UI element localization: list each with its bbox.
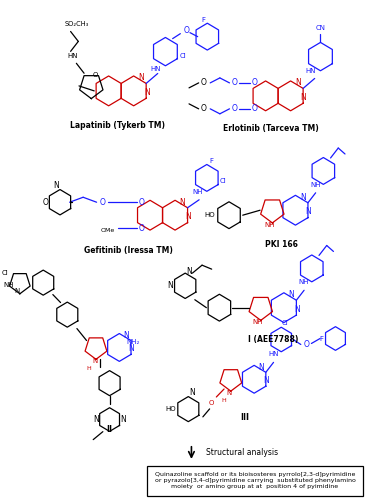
Text: II: II xyxy=(106,424,113,434)
Text: O: O xyxy=(93,72,98,78)
Text: N: N xyxy=(294,304,300,314)
Text: N: N xyxy=(300,192,305,202)
Text: Gefitinib (Iressa TM): Gefitinib (Iressa TM) xyxy=(85,246,173,254)
Text: Erlotinib (Tarceva TM): Erlotinib (Tarceva TM) xyxy=(224,124,319,133)
Text: N: N xyxy=(128,344,134,354)
Text: Structural analysis: Structural analysis xyxy=(207,448,279,458)
Text: NH: NH xyxy=(253,320,263,326)
Text: O: O xyxy=(252,78,257,88)
Text: NH: NH xyxy=(264,222,275,228)
Text: O: O xyxy=(304,340,310,349)
Text: O: O xyxy=(200,78,207,88)
Text: N: N xyxy=(53,181,58,190)
Text: N: N xyxy=(186,266,193,276)
Text: Lapatinib (Tykerb TM): Lapatinib (Tykerb TM) xyxy=(70,121,165,130)
Text: O: O xyxy=(252,104,257,114)
Text: Cl: Cl xyxy=(220,178,227,184)
Text: I (AEE7788): I (AEE7788) xyxy=(248,335,299,344)
Text: HO: HO xyxy=(204,212,215,218)
Text: CN: CN xyxy=(315,26,326,32)
Text: N: N xyxy=(93,415,99,424)
Text: N: N xyxy=(295,78,301,88)
Text: NH: NH xyxy=(4,282,14,288)
Text: N: N xyxy=(185,212,191,221)
Text: N: N xyxy=(258,362,264,372)
Text: F: F xyxy=(319,336,323,342)
Text: O: O xyxy=(99,198,105,206)
Text: N: N xyxy=(179,198,185,206)
Text: N: N xyxy=(92,358,97,364)
Text: O: O xyxy=(138,198,144,206)
Text: NH: NH xyxy=(192,189,202,195)
Text: Cl: Cl xyxy=(180,52,186,59)
Text: HN: HN xyxy=(305,68,316,74)
Text: N: N xyxy=(301,93,307,102)
Text: N: N xyxy=(263,376,269,385)
Text: N: N xyxy=(138,74,144,82)
Text: HN: HN xyxy=(268,352,279,358)
Text: O: O xyxy=(200,104,207,114)
Text: III: III xyxy=(240,412,249,422)
Text: Quinazoline scaffold or its bioisosteres pyrrolo[2,3-d]pyrimidine
or pyrazolo[3,: Quinazoline scaffold or its bioisosteres… xyxy=(155,472,356,489)
Text: HN: HN xyxy=(150,66,161,71)
Text: N: N xyxy=(123,331,129,340)
Text: Cl: Cl xyxy=(282,320,289,326)
Text: NH: NH xyxy=(310,182,321,188)
Text: N: N xyxy=(144,88,150,97)
Text: O: O xyxy=(183,26,189,35)
Text: N: N xyxy=(227,390,232,396)
Text: O: O xyxy=(231,78,237,88)
Text: H: H xyxy=(222,398,226,402)
Text: O: O xyxy=(138,224,144,232)
Text: PKI 166: PKI 166 xyxy=(265,240,298,248)
Text: HN: HN xyxy=(67,54,78,60)
Text: N: N xyxy=(120,415,126,424)
Text: N: N xyxy=(167,282,173,290)
FancyBboxPatch shape xyxy=(147,466,363,496)
Text: SO₂CH₃: SO₂CH₃ xyxy=(64,20,89,26)
Text: NH₂: NH₂ xyxy=(126,339,139,345)
Text: O: O xyxy=(43,198,49,206)
Text: NH: NH xyxy=(299,280,309,285)
Text: N: N xyxy=(288,290,294,299)
Text: HO: HO xyxy=(165,406,176,412)
Text: N: N xyxy=(190,388,195,397)
Text: Cl: Cl xyxy=(2,270,8,276)
Text: N: N xyxy=(305,207,311,216)
Text: F: F xyxy=(201,18,205,24)
Text: F: F xyxy=(209,158,213,164)
Text: O: O xyxy=(209,400,214,406)
Text: OMe: OMe xyxy=(101,228,115,232)
Text: H: H xyxy=(87,366,92,370)
Text: N: N xyxy=(14,288,20,294)
Text: O: O xyxy=(231,104,237,114)
